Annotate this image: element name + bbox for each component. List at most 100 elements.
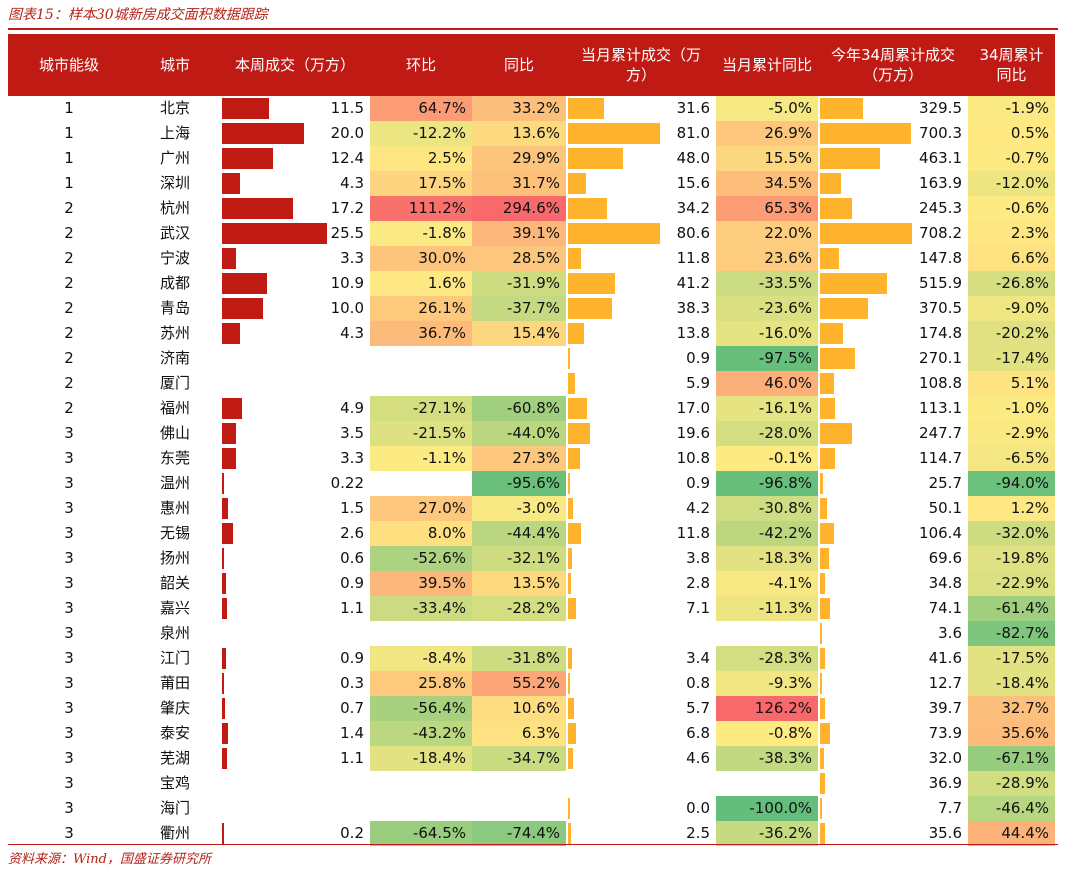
city-tier: 3 [64, 649, 74, 667]
mtd-yoy-change: -0.8% [716, 721, 818, 746]
wow-change [370, 471, 472, 496]
city-tier: 3 [64, 699, 74, 717]
city-tier: 1 [64, 124, 74, 142]
ytd-yoy-change: -61.4% [968, 596, 1055, 621]
mtd-yoy-change: -28.0% [716, 421, 818, 446]
weekly-volume-value: 25.5 [330, 224, 364, 242]
weekly-volume-bar [222, 598, 227, 619]
ytd-volume-bar [820, 98, 863, 119]
mtd-volume-bar [568, 498, 573, 519]
yoy-change: -32.1% [472, 546, 566, 571]
table-row: 2 厦门 5.9 46.0% 108.8 5.1% [8, 371, 1055, 396]
ytd-volume-value: 106.4 [919, 524, 962, 542]
mtd-yoy-change [716, 621, 818, 646]
ytd-yoy-change: -94.0% [968, 471, 1055, 496]
ytd-yoy-change: 0.5% [968, 121, 1055, 146]
city-tier: 3 [64, 524, 74, 542]
source-note: 资料来源：Wind，国盛证券研究所 [8, 852, 211, 867]
ytd-volume-value: 25.7 [928, 474, 962, 492]
city-name: 泉州 [159, 624, 190, 642]
table-row: 3 泰安 1.4 -43.2% 6.3% 6.8 -0.8% 73.9 35.6% [8, 721, 1055, 746]
city-name: 肇庆 [159, 699, 190, 717]
wow-change [370, 771, 472, 796]
city-tier: 1 [64, 174, 74, 192]
mtd-yoy-change: -23.6% [716, 296, 818, 321]
ytd-volume-value: 39.7 [928, 699, 962, 717]
mtd-volume-value: 0.8 [686, 674, 710, 692]
mtd-volume-bar [568, 323, 584, 344]
mtd-volume-bar [568, 698, 575, 719]
mtd-volume-value: 3.4 [686, 649, 710, 667]
table-row: 3 衢州 0.2 -64.5% -74.4% 2.5 -36.2% 35.6 44.4% [8, 821, 1055, 846]
weekly-volume-value [220, 771, 364, 796]
top-rule [8, 28, 1058, 30]
ytd-volume-bar [820, 723, 830, 744]
col-header-wow: 环比 [405, 56, 436, 74]
weekly-volume-value [220, 796, 364, 821]
ytd-volume-value: 247.7 [919, 424, 962, 442]
mtd-yoy-change: 26.9% [716, 121, 818, 146]
bottom-rule [8, 844, 1058, 845]
ytd-yoy-change: 6.6% [968, 246, 1055, 271]
weekly-volume-bar [222, 98, 270, 119]
table-row: 3 扬州 0.6 -52.6% -32.1% 3.8 -18.3% 69.6 -19.8% [8, 546, 1055, 571]
yoy-change: 55.2% [472, 671, 566, 696]
mtd-volume-bar [568, 398, 588, 419]
wow-change: -52.6% [370, 546, 472, 571]
table-row: 1 上海 20.0 -12.2% 13.6% 81.0 26.9% 700.3 0.5% [8, 121, 1055, 146]
weekly-volume-value: 3.3 [340, 449, 364, 467]
ytd-yoy-change: -6.5% [968, 446, 1055, 471]
wow-change: -1.1% [370, 446, 472, 471]
city-name: 海门 [159, 799, 190, 817]
yoy-change: -28.2% [472, 596, 566, 621]
mtd-volume-value: 81.0 [676, 124, 710, 142]
ytd-volume-value: 113.1 [919, 399, 962, 417]
yoy-change: 6.3% [472, 721, 566, 746]
mtd-yoy-change: 34.5% [716, 171, 818, 196]
weekly-volume-value: 0.9 [340, 574, 364, 592]
wow-change: 17.5% [370, 171, 472, 196]
mtd-volume-value: 5.9 [686, 374, 710, 392]
weekly-volume-value: 4.3 [340, 324, 364, 342]
yoy-change: 39.1% [472, 221, 566, 246]
city-name: 宝鸡 [159, 774, 190, 792]
yoy-change: 31.7% [472, 171, 566, 196]
ytd-yoy-change: -1.9% [968, 96, 1055, 121]
weekly-volume-value: 0.9 [340, 649, 364, 667]
yoy-change: -37.7% [472, 296, 566, 321]
yoy-change [472, 796, 566, 821]
city-tier: 3 [64, 774, 74, 792]
table-row: 3 泉州 3.6 -82.7% [8, 621, 1055, 646]
mtd-volume-bar [568, 198, 607, 219]
city-tier: 3 [64, 424, 74, 442]
mtd-yoy-change: 15.5% [716, 146, 818, 171]
weekly-volume-value: 20.0 [330, 124, 364, 142]
mtd-volume-bar [568, 173, 586, 194]
table-row: 2 杭州 17.2 111.2% 294.6% 34.2 65.3% 245.3 -0.6% [8, 196, 1055, 221]
weekly-volume-bar [222, 298, 264, 319]
yoy-change: 27.3% [472, 446, 566, 471]
weekly-volume-value: 4.3 [340, 174, 364, 192]
ytd-yoy-change: -20.2% [968, 321, 1055, 346]
weekly-volume-value: 10.0 [330, 299, 364, 317]
mtd-volume-value: 15.6 [676, 174, 710, 192]
ytd-volume-bar [820, 823, 825, 844]
weekly-volume-value: 1.1 [340, 749, 364, 767]
city-tier: 3 [64, 674, 74, 692]
ytd-volume-bar [820, 673, 822, 694]
ytd-volume-bar [820, 398, 835, 419]
ytd-yoy-change: -18.4% [968, 671, 1055, 696]
mtd-volume-value: 0.0 [686, 799, 710, 817]
ytd-volume-value: 114.7 [919, 449, 962, 467]
wow-change: 25.8% [370, 671, 472, 696]
weekly-volume-bar [222, 123, 305, 144]
ytd-volume-value: 36.9 [928, 774, 962, 792]
wow-change: -64.5% [370, 821, 472, 846]
figure-caption: 图表15：样本30城新房成交面积数据跟踪 [8, 7, 268, 23]
mtd-yoy-change: -33.5% [716, 271, 818, 296]
table-row: 2 福州 4.9 -27.1% -60.8% 17.0 -16.1% 113.1 -1.0% [8, 396, 1055, 421]
yoy-change: -44.0% [472, 421, 566, 446]
ytd-volume-value: 74.1 [928, 599, 962, 617]
mtd-yoy-change: 23.6% [716, 246, 818, 271]
ytd-volume-bar [820, 748, 825, 769]
